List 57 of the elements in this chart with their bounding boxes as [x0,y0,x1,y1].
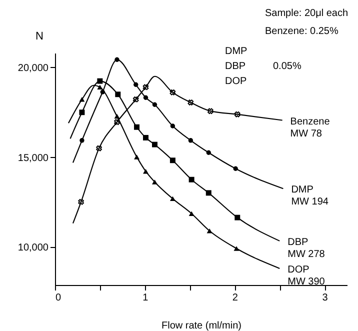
text: Sample: 20μl each [265,8,348,19]
x-tick-label: 2 [232,292,238,304]
series-label: DOP MW 390 [288,264,326,288]
point [206,150,211,155]
point [134,124,140,130]
point [80,138,84,143]
point [170,124,176,128]
series-label: Benzene MW 78 [290,116,330,140]
point [208,108,214,114]
y-tick-label: 10,000 [18,242,49,254]
point [188,176,194,182]
point [206,190,212,196]
x-tick-label: 1 [142,292,149,304]
point [143,134,148,140]
point [234,214,240,220]
point [132,96,139,102]
x-tick-label: 0 [56,292,62,304]
point [115,92,121,98]
point [206,228,212,234]
y-tick-label: 15,000 [18,152,49,164]
point [234,246,240,251]
point [142,84,149,90]
point [143,168,148,174]
point [152,142,158,148]
point [170,196,176,202]
point [114,114,120,119]
point [134,154,140,160]
y-tick-label: 20,000 [18,62,49,74]
point [114,119,120,125]
point [188,211,194,216]
point [79,110,85,116]
text: Benzene: 0.25% [265,26,338,37]
annotation: DMP [225,46,248,57]
point [143,95,148,100]
point [78,198,84,205]
point [234,111,240,118]
point [152,102,158,107]
point [96,145,102,152]
annotation: DBP [225,61,246,72]
annotation: DOP [225,76,247,87]
point [188,138,194,143]
y-axis-title: N [36,30,44,42]
point [170,158,176,164]
point [97,84,103,90]
series-label: DBP MW 278 [288,236,326,260]
point [79,97,85,102]
point [114,57,120,62]
point [233,166,238,171]
point [188,100,194,106]
x-axis-title: Flow rate (ml/min) [161,320,242,331]
x-tick-label: 3 [322,292,328,304]
point [170,89,176,96]
point [134,82,138,87]
point [152,180,158,184]
series-label: DMP MW 194 [291,184,329,208]
point [97,78,103,84]
annotation: 0.05% [273,61,302,72]
